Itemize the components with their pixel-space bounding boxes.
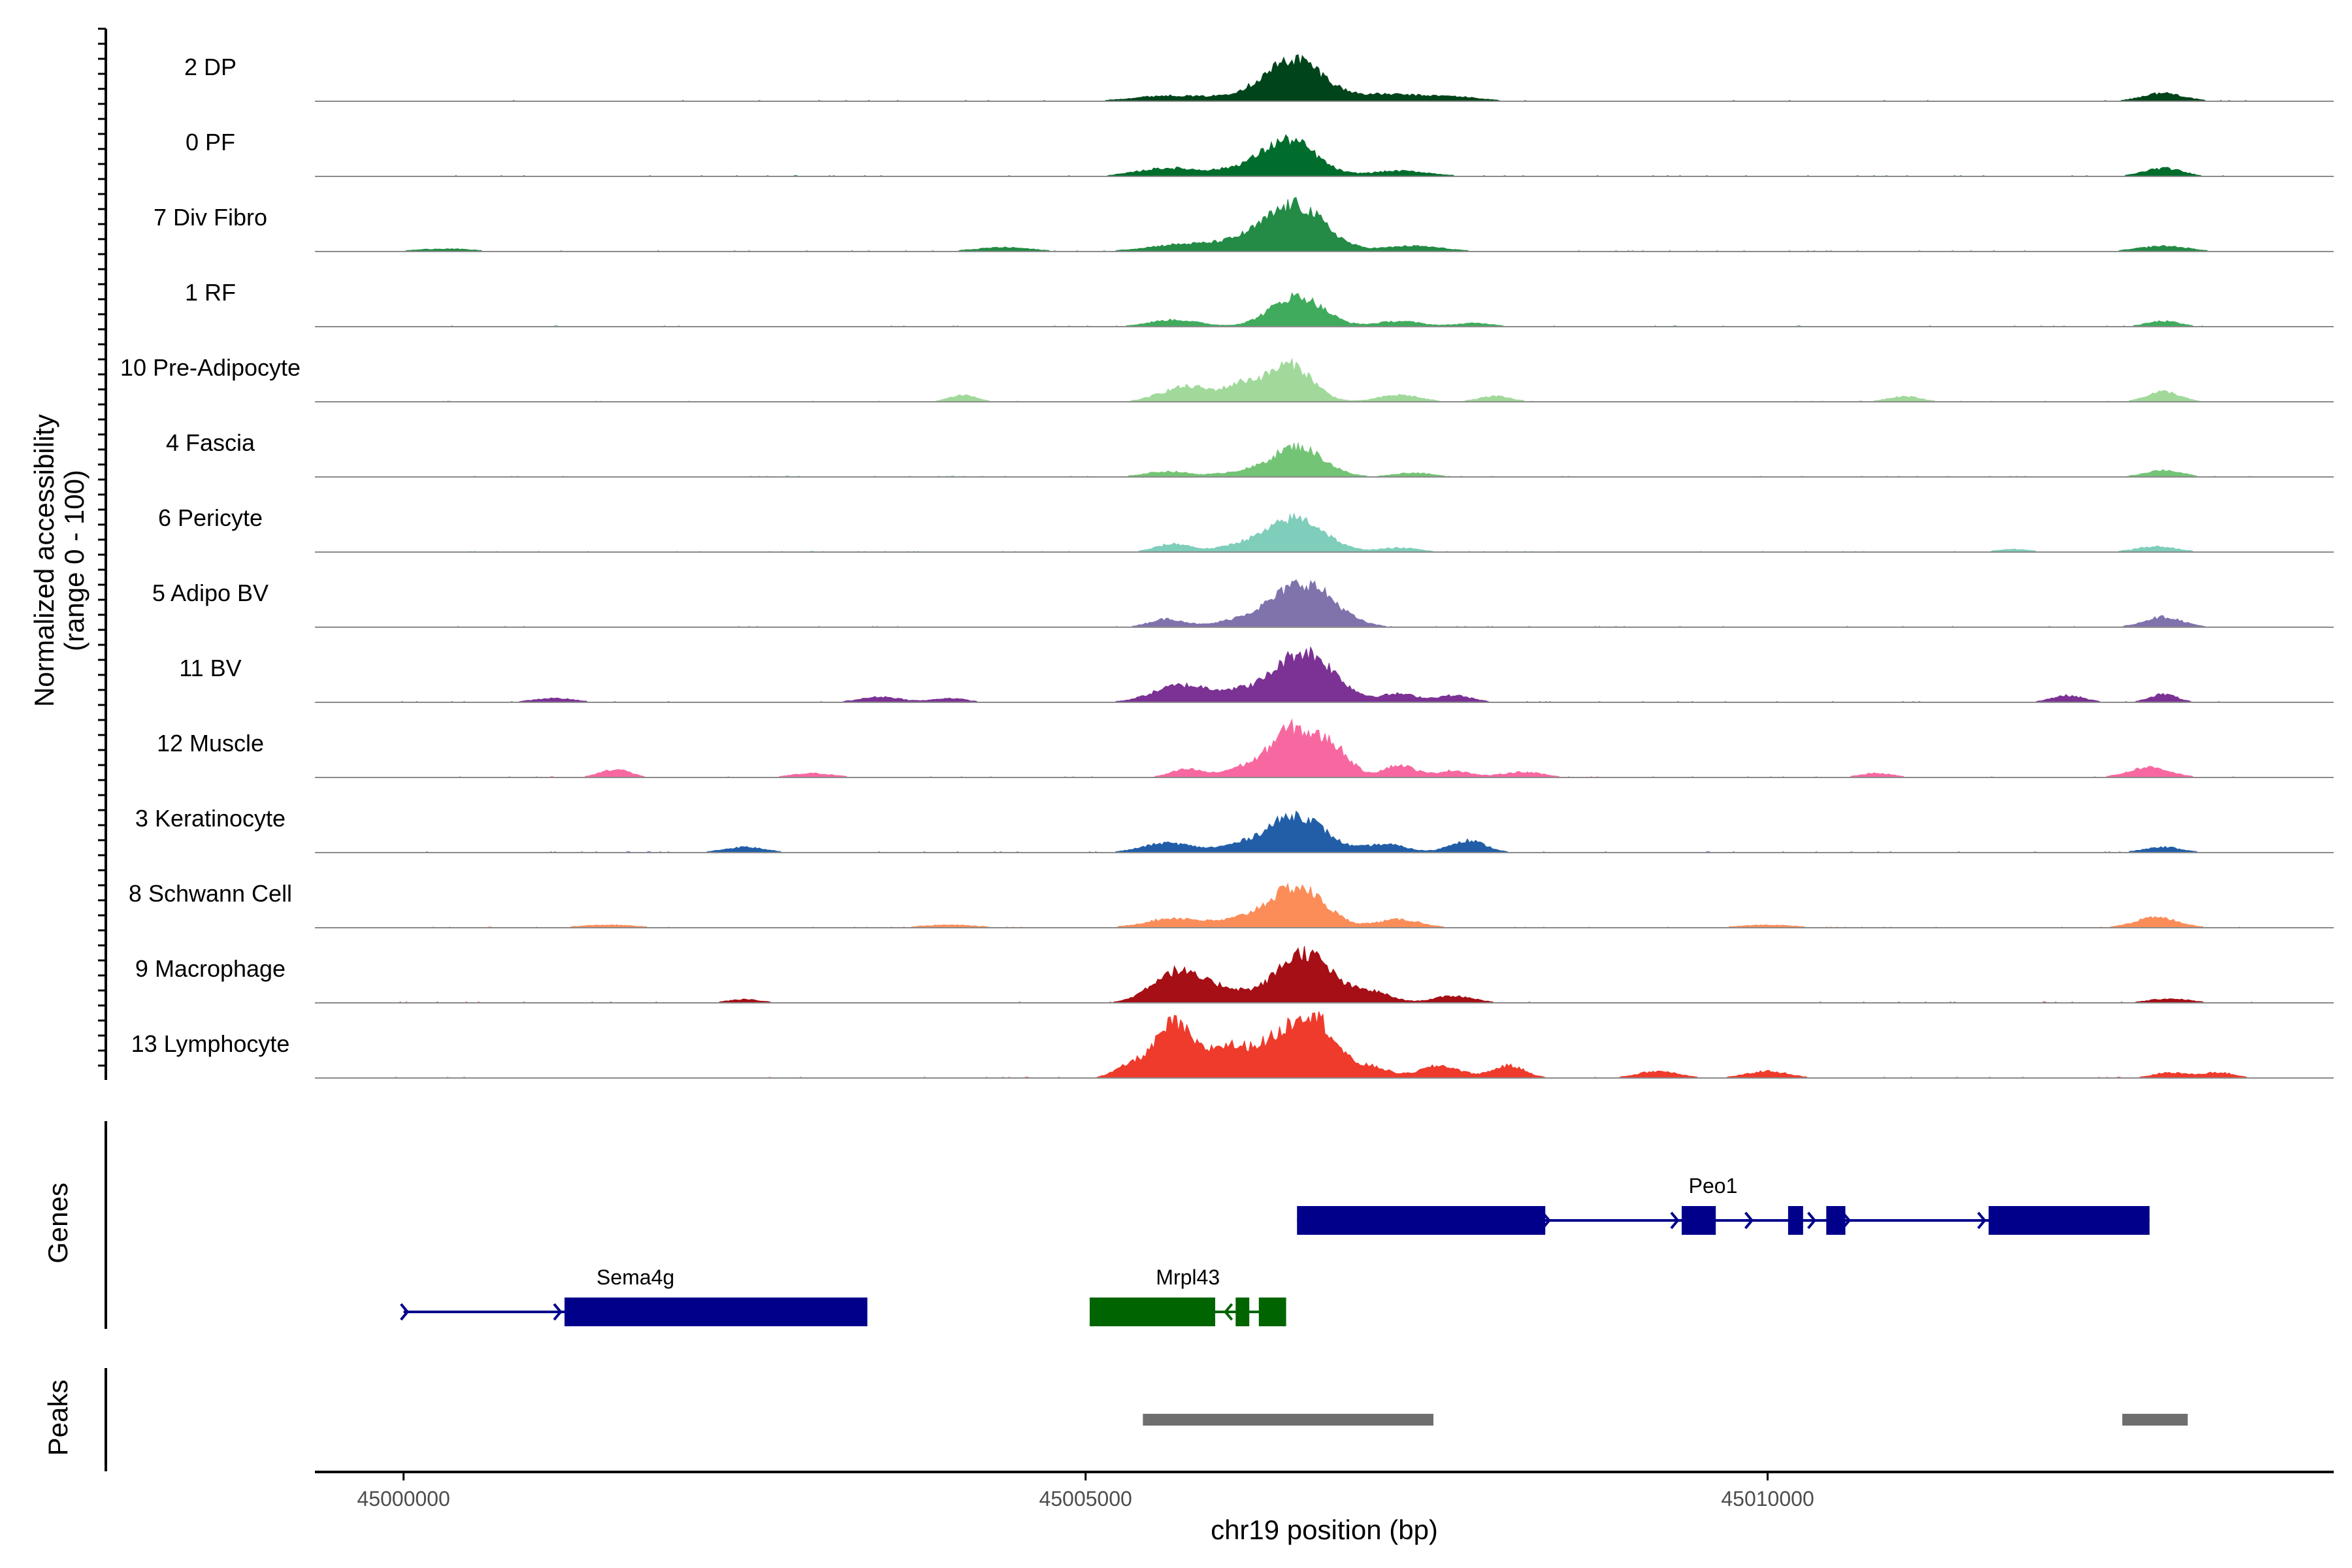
y-axis-title-line2: (range 0 - 100) [59, 470, 90, 651]
coverage-area [394, 197, 2252, 252]
gene-exon [564, 1298, 868, 1326]
track: 10 Pre-Adipocyte [120, 354, 2334, 402]
gene-label: Mrpl43 [1156, 1266, 1220, 1289]
coverage-area [394, 442, 2252, 478]
track-label: 6 Pericyte [158, 504, 263, 531]
track: 12 Muscle [157, 718, 2334, 778]
gene-exon [1235, 1298, 1250, 1326]
gene-label: Sema4g [596, 1266, 674, 1289]
gene-exon [1826, 1206, 1846, 1235]
x-tick-label: 45000000 [357, 1487, 450, 1511]
strand-arrow [1224, 1303, 1233, 1321]
track: 5 Adipo BV [152, 579, 2334, 628]
strand-arrow [400, 1303, 410, 1321]
track: 3 Keratinocyte [135, 805, 2334, 853]
x-axis: 45000000 45005000 45010000 [315, 1471, 2334, 1511]
strand-arrow [1807, 1211, 1817, 1230]
gene-exon [1788, 1206, 1803, 1235]
track-label: 4 Fascia [166, 429, 255, 456]
track-label: 11 BV [179, 655, 241, 681]
track-label: 9 Macrophage [135, 955, 286, 982]
peak-region [2122, 1414, 2188, 1426]
y-axis [98, 27, 107, 1080]
track: 2 DP [184, 54, 2334, 102]
track-label: 12 Muscle [157, 730, 264, 757]
peak-region [1143, 1414, 1434, 1426]
gene: Sema4g [400, 1266, 868, 1326]
coverage-area [394, 292, 2252, 327]
peaks-panel-title: Peaks [42, 1380, 73, 1456]
strand-arrow [1977, 1211, 1987, 1230]
gene-annotation-panel: Mrpl43 Sema4g Peo1 [105, 1121, 2150, 1329]
gene-exon [1089, 1298, 1215, 1326]
track-label: 8 Schwann Cell [129, 880, 292, 907]
genes-panel-title: Genes [42, 1183, 73, 1264]
accessibility-tracks: 2 DP 0 PF 7 Div Fibro 1 RF 10 Pre-Adipocyte 4… [120, 54, 2334, 1079]
coverage-area [394, 718, 2252, 778]
track: 8 Schwann Cell [129, 880, 2334, 928]
gene-exon [1297, 1206, 1546, 1235]
track: 13 Lymphocyte [131, 1011, 2334, 1079]
y-axis-title-line1: Normalized accessibility [29, 414, 59, 707]
coverage-area [394, 946, 2253, 1004]
track: 1 RF [185, 279, 2334, 327]
gene: Mrpl43 [1089, 1266, 1286, 1326]
track-label: 0 PF [186, 129, 235, 155]
track-label: 3 Keratinocyte [135, 805, 286, 832]
track-label: 7 Div Fibro [154, 204, 267, 231]
gene-exon [1682, 1206, 1716, 1235]
coverage-area [394, 512, 2252, 553]
gene: Peo1 [1297, 1174, 2150, 1235]
track: 9 Macrophage [135, 946, 2334, 1004]
strand-arrow [553, 1303, 563, 1321]
gene-exon [1988, 1206, 2150, 1235]
track: 6 Pericyte [158, 504, 2334, 553]
gene-label: Peo1 [1689, 1174, 1738, 1198]
track-label: 5 Adipo BV [152, 580, 269, 606]
coverage-area [393, 1011, 2252, 1079]
x-tick-label: 45005000 [1039, 1487, 1132, 1511]
peak-region-panel [105, 1368, 2188, 1471]
track: 4 Fascia [166, 429, 2334, 478]
strand-arrow [1744, 1211, 1754, 1230]
track-label: 2 DP [184, 54, 237, 80]
coverage-area [394, 579, 2252, 628]
x-axis-title: chr19 position (bp) [1211, 1514, 1438, 1545]
track-label: 1 RF [185, 279, 236, 306]
coverage-area [394, 134, 2252, 177]
strand-arrow [1670, 1211, 1680, 1230]
coverage-area [394, 358, 2252, 402]
x-tick-label: 45010000 [1721, 1487, 1814, 1511]
track: 7 Div Fibro [154, 197, 2334, 252]
coverage-area [394, 810, 2252, 853]
coverage-area [394, 882, 2252, 928]
coverage-area [394, 54, 2252, 102]
track: 0 PF [186, 129, 2334, 177]
track: 11 BV [179, 645, 2334, 703]
coverage-area [394, 645, 2252, 703]
track-label: 13 Lymphocyte [131, 1030, 290, 1057]
track-label: 10 Pre-Adipocyte [120, 354, 301, 381]
gene-exon [1258, 1298, 1286, 1326]
